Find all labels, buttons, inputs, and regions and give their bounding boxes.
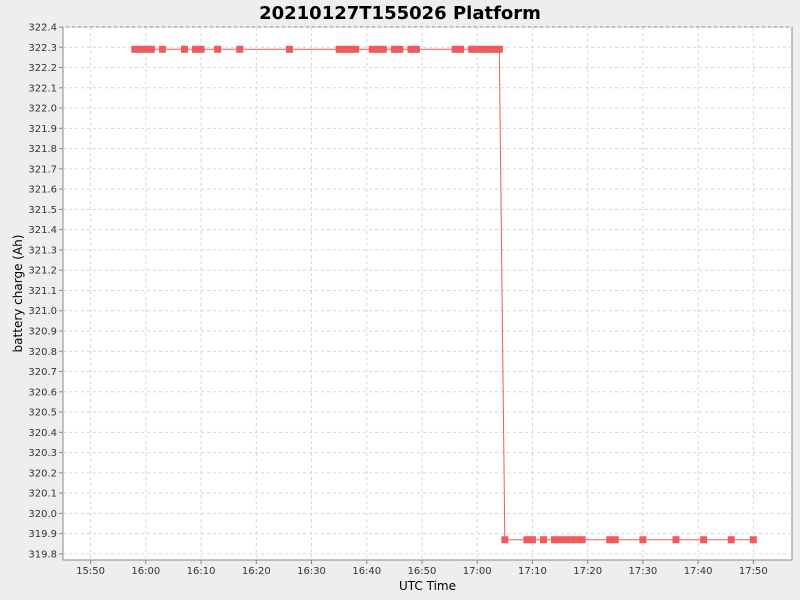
data-point (473, 45, 481, 53)
data-point (142, 45, 150, 53)
y-tick-label: 321.4 (28, 225, 57, 236)
data-point (374, 45, 382, 53)
y-tick-label: 322.2 (28, 63, 57, 74)
data-point (214, 45, 222, 53)
data-point (368, 45, 376, 53)
data-point (578, 536, 586, 544)
gridlines (63, 26, 792, 560)
data-point (131, 45, 139, 53)
x-tick-label: 17:00 (463, 566, 492, 577)
x-tick-label: 16:30 (297, 566, 326, 577)
data-point (451, 45, 459, 53)
data-point (501, 536, 509, 544)
y-tick-label: 321.2 (28, 266, 57, 277)
x-axis-title: UTC Time (399, 579, 456, 593)
data-point (484, 45, 492, 53)
data-point (700, 536, 708, 544)
data-point (539, 536, 547, 544)
data-point (749, 536, 757, 544)
x-tick-label: 16:00 (131, 566, 160, 577)
data-point (727, 536, 735, 544)
data-point (606, 536, 614, 544)
data-point (611, 536, 619, 544)
y-tick-label: 320.1 (28, 489, 57, 500)
data-point (158, 45, 166, 53)
data-point (562, 536, 570, 544)
y-tick-label: 321.5 (28, 205, 57, 216)
y-tick-label: 320.0 (28, 509, 57, 520)
data-point (352, 45, 360, 53)
data-point (457, 45, 465, 53)
y-tick-label: 321.7 (28, 164, 57, 175)
data-point (412, 45, 420, 53)
x-tick-label: 16:10 (187, 566, 216, 577)
data-point (390, 45, 398, 53)
data-point (136, 45, 144, 53)
data-point (285, 45, 293, 53)
x-tick-label: 17:40 (684, 566, 713, 577)
y-tick-label: 321.3 (28, 245, 57, 256)
y-tick-label: 320.7 (28, 367, 57, 378)
series-layer (131, 45, 757, 544)
y-tick-label: 320.5 (28, 408, 57, 419)
y-tick-label: 320.9 (28, 326, 57, 337)
x-tick-label: 16:40 (352, 566, 381, 577)
data-point (197, 45, 205, 53)
y-tick-label: 319.8 (28, 549, 57, 560)
axes: 15:50 16:00 16:10 16:20 16:30 16:40 16:50 17:00… (28, 23, 767, 578)
plot-area (62, 26, 793, 561)
x-tick-label: 17:50 (739, 566, 768, 577)
y-tick-label: 321.0 (28, 306, 57, 317)
data-point (407, 45, 415, 53)
x-tick-label: 17:10 (518, 566, 547, 577)
y-tick-label: 322.1 (28, 83, 57, 94)
chart-title: 20210127T155026 Platform (259, 3, 541, 24)
y-tick-label: 320.8 (28, 347, 57, 358)
y-tick-label: 321.8 (28, 144, 57, 155)
data-point (567, 536, 575, 544)
data-point (341, 45, 349, 53)
data-point (346, 45, 354, 53)
data-point (396, 45, 404, 53)
y-axis-title: battery charge (Ah) (11, 235, 25, 353)
data-point (528, 536, 536, 544)
y-tick-label: 321.9 (28, 124, 57, 135)
data-point (639, 536, 647, 544)
y-tick-label: 321.6 (28, 185, 57, 196)
data-point (523, 536, 531, 544)
y-tick-label: 321.1 (28, 286, 57, 297)
data-point (379, 45, 387, 53)
data-point (236, 45, 244, 53)
data-point (181, 45, 188, 53)
x-tick-label: 16:20 (242, 566, 271, 577)
data-point (672, 536, 680, 544)
x-tick-label: 16:50 (408, 566, 437, 577)
y-tick-label: 322.3 (28, 43, 57, 54)
data-point (335, 45, 343, 53)
data-point (573, 536, 581, 544)
data-point (551, 536, 559, 544)
y-tick-label: 322.0 (28, 104, 57, 115)
x-tick-label: 17:20 (573, 566, 602, 577)
data-point (495, 45, 503, 53)
y-tick-label: 320.6 (28, 387, 57, 398)
data-point (490, 45, 498, 53)
x-tick-label: 17:30 (628, 566, 657, 577)
data-point (468, 45, 476, 53)
x-tick-label: 15:50 (76, 566, 105, 577)
y-tick-label: 322.4 (28, 23, 57, 34)
y-tick-label: 320.4 (28, 428, 57, 439)
data-point (192, 45, 200, 53)
y-tick-label: 320.2 (28, 468, 57, 479)
y-tick-label: 319.9 (28, 529, 57, 540)
y-tick-label: 320.3 (28, 448, 57, 459)
data-point (479, 45, 487, 53)
data-point (556, 536, 564, 544)
data-point (147, 45, 155, 53)
